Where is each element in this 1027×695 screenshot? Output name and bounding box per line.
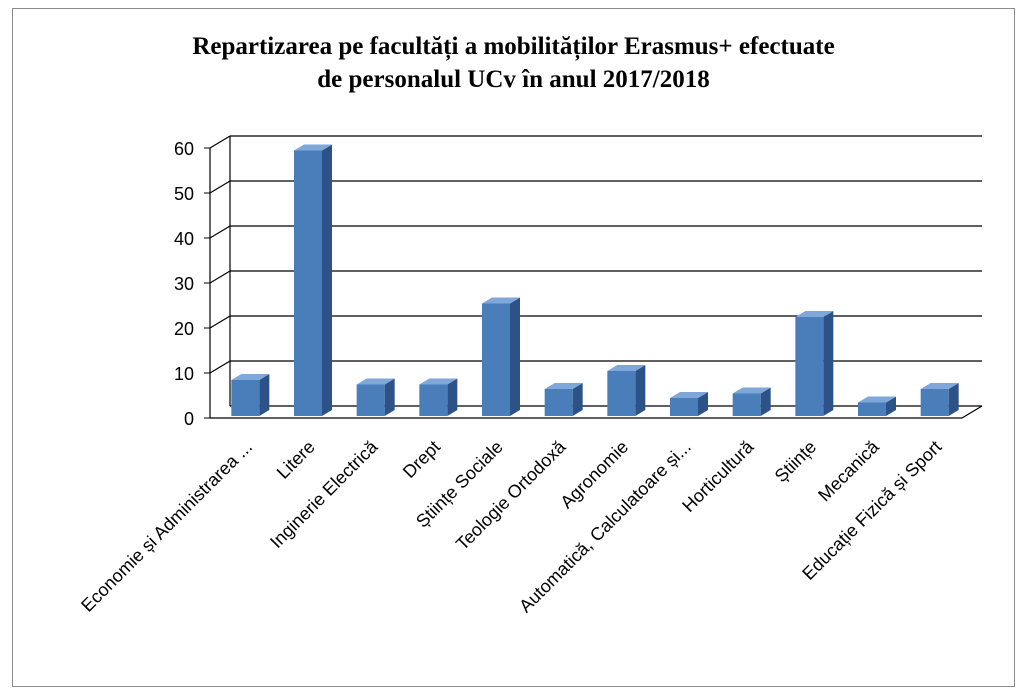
bar-side [384,378,395,416]
bar [732,387,771,416]
bar [920,383,959,416]
gridlines [209,135,982,374]
y-tick-label: 20 [174,319,194,339]
x-category-label: Drept [399,437,444,482]
bar-side [698,392,708,416]
bar-front [419,384,448,416]
bar-top [231,374,270,380]
bar-top [920,383,959,389]
y-tick-label: 30 [174,274,194,294]
bar-front [231,380,260,416]
y-tick-label: 10 [174,364,194,384]
gridline-diagonal [209,270,231,284]
bar-top [482,297,520,304]
x-category-label: Inginerie Electrică [266,436,382,552]
bar-top [419,378,458,385]
bar-front [670,398,698,416]
bar-front [858,402,886,416]
bar [670,392,708,416]
gridline-diagonal [209,135,231,149]
gridline-diagonal [209,360,231,374]
gridline-diagonal [209,315,231,329]
bar-front [732,393,761,416]
x-category-label: Teologie Ortodoxă [452,436,570,554]
bar-front [607,371,636,416]
bar-front [544,389,573,416]
x-category-label: Litere [273,437,319,483]
bar-side [823,311,834,416]
y-tick-label: 40 [174,229,194,249]
bar [858,396,896,416]
bar-side [510,297,520,416]
bar-top [356,378,395,385]
bar-front [920,389,949,416]
y-tick-label: 50 [174,184,194,204]
bar-top [670,392,708,398]
bar [294,144,332,416]
bar-side [635,365,646,416]
bar-front [356,384,385,416]
bar-top [795,311,834,317]
bar-top [294,144,332,151]
x-category-label: Economie și Administrarea ... [77,437,256,616]
bar-front [294,150,322,416]
bar-front [795,317,824,416]
bar [544,383,583,416]
bar [419,378,458,416]
chart-title-line-1: Repartizarea pe facultăți a mobilitățilo… [192,33,835,60]
y-axis-ticks: 0 10 20 30 40 50 60 [174,139,210,429]
bar-top [544,383,583,389]
y-tick-label: 0 [184,409,194,429]
bar [795,311,834,416]
bar-side [886,396,896,416]
gridline-diagonal [209,225,231,239]
bar-top [607,365,646,371]
gridline-diagonal [209,180,231,194]
bar-top [858,396,896,403]
chart-title-line-2: de personalul UCv în anul 2017/2018 [317,66,710,93]
bar-side [760,387,771,416]
bar [607,365,646,416]
x-category-label: Științe [771,437,821,487]
chart-title: Repartizarea pe facultăți a mobilitățilo… [0,30,1027,96]
bar-side [447,378,458,416]
floor-edge [961,405,983,419]
bar-side [948,383,959,416]
x-axis-labels: Economie și Administrarea ... LitereIngin… [77,436,945,616]
bar-side [259,374,270,416]
bar-side [572,383,583,416]
bar-top [732,387,771,394]
bar [482,297,520,416]
bar-side [322,144,332,416]
y-tick-label: 60 [174,139,194,159]
bar [356,378,395,416]
bar [231,374,270,416]
bar-front [482,303,510,416]
bars [231,144,959,416]
